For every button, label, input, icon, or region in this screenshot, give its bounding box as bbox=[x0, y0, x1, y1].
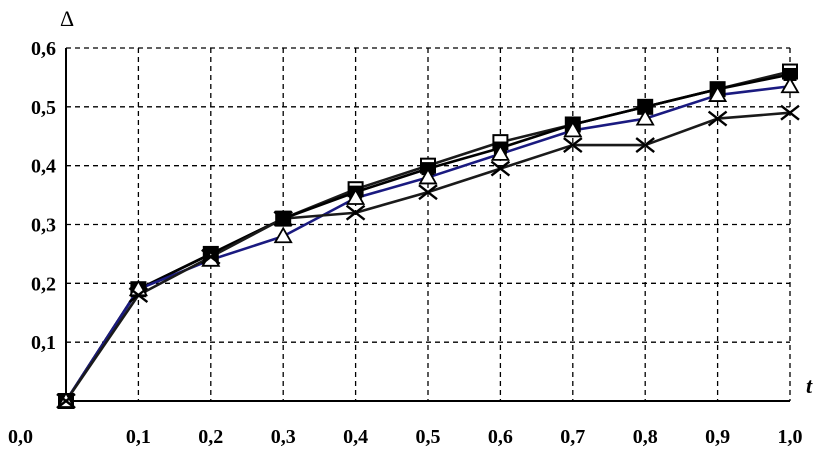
y-tick-labels: 0,1 0,2 0,3 0,4 0,5 0,6 bbox=[31, 38, 56, 354]
x-tick-label: 0,0 bbox=[8, 426, 33, 448]
x-tick-label: 0,4 bbox=[343, 426, 368, 448]
x-tick-label: 0,5 bbox=[416, 426, 441, 448]
data-point-triangle-open bbox=[346, 188, 366, 205]
y-axis-label: Δ bbox=[60, 6, 74, 31]
data-point-cross bbox=[635, 137, 655, 154]
x-tick-label: 0,7 bbox=[560, 426, 585, 448]
data-point-triangle-open bbox=[418, 167, 438, 185]
data-point-cross bbox=[563, 137, 583, 154]
data-point-cross bbox=[345, 204, 366, 221]
data-point-triangle-open bbox=[563, 120, 583, 138]
axes bbox=[65, 48, 790, 402]
data-point-triangle-open bbox=[780, 76, 800, 94]
data-point-triangle-open bbox=[273, 226, 293, 244]
x-tick-labels: 0,0 0,1 0,2 0,3 0,4 0,5 0,6 0,7 0,8 0,9 1,0 bbox=[8, 426, 803, 448]
y-tick-label: 0,2 bbox=[31, 273, 56, 295]
data-point-cross bbox=[273, 210, 293, 227]
data-point-cross bbox=[418, 184, 438, 201]
data-point-cross bbox=[707, 110, 728, 127]
data-point-cross bbox=[56, 393, 76, 409]
x-tick-label: 0,8 bbox=[633, 426, 658, 448]
x-tick-label: 0,3 bbox=[271, 426, 296, 448]
x-axis-label: t bbox=[806, 373, 813, 398]
y-tick-label: 0,1 bbox=[31, 332, 56, 354]
data-point-cross bbox=[128, 287, 149, 304]
x-tick-label: 0,6 bbox=[488, 426, 513, 448]
y-tick-label: 0,3 bbox=[31, 215, 56, 237]
y-tick-label: 0,4 bbox=[31, 156, 56, 178]
x-tick-label: 0,1 bbox=[126, 426, 151, 448]
x-tick-label: 0,2 bbox=[198, 426, 223, 448]
x-tick-label: 1,0 bbox=[778, 426, 803, 448]
x-tick-label: 0,9 bbox=[705, 426, 730, 448]
y-tick-label: 0,6 bbox=[31, 38, 56, 60]
data-point-cross bbox=[780, 104, 800, 121]
grid bbox=[66, 47, 791, 401]
data-point-cross bbox=[201, 248, 221, 265]
data-markers bbox=[56, 63, 800, 409]
y-tick-label: 0,5 bbox=[31, 97, 56, 119]
data-point-triangle-open bbox=[490, 144, 510, 161]
data-point-cross bbox=[490, 160, 511, 177]
data-point-triangle-open bbox=[708, 85, 728, 102]
data-point-triangle-open bbox=[635, 108, 655, 126]
